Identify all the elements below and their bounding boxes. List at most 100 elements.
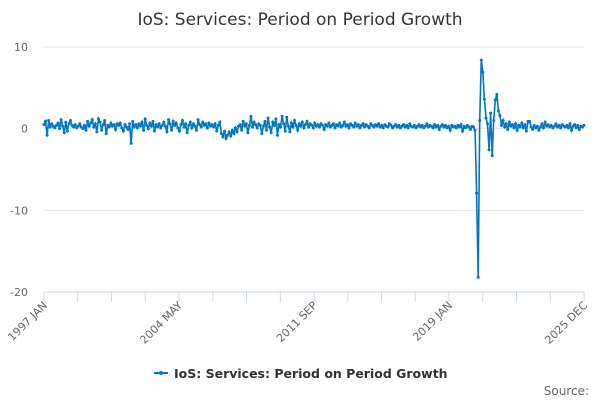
data-point[interactable] [53, 126, 57, 130]
data-point[interactable] [179, 123, 183, 127]
data-point[interactable] [148, 121, 152, 125]
data-point[interactable] [216, 123, 220, 127]
data-point[interactable] [524, 129, 528, 133]
data-point[interactable] [358, 126, 362, 130]
data-point[interactable] [212, 125, 216, 129]
data-point[interactable] [289, 121, 293, 125]
data-point[interactable] [151, 119, 155, 123]
data-point[interactable] [433, 123, 437, 127]
data-point[interactable] [397, 123, 401, 127]
data-point[interactable] [177, 129, 181, 133]
data-point[interactable] [157, 122, 161, 126]
data-point[interactable] [443, 123, 447, 127]
data-point[interactable] [542, 126, 546, 130]
data-point[interactable] [305, 119, 309, 123]
data-point[interactable] [425, 122, 429, 126]
data-point[interactable] [132, 125, 136, 129]
data-point[interactable] [163, 124, 167, 128]
data-point[interactable] [386, 125, 390, 129]
data-point[interactable] [275, 133, 279, 137]
data-point[interactable] [218, 120, 222, 124]
data-point[interactable] [484, 116, 488, 120]
data-point[interactable] [576, 123, 580, 127]
data-point[interactable] [566, 126, 570, 130]
data-point[interactable] [143, 117, 147, 121]
data-point[interactable] [201, 120, 205, 124]
data-point[interactable] [100, 128, 104, 132]
data-point[interactable] [98, 120, 102, 124]
data-point[interactable] [86, 119, 90, 123]
data-point[interactable] [195, 128, 199, 132]
data-point[interactable] [406, 126, 410, 130]
data-point[interactable] [266, 116, 270, 120]
data-point[interactable] [331, 122, 335, 126]
data-point[interactable] [137, 122, 141, 126]
data-point[interactable] [233, 126, 237, 130]
data-point[interactable] [313, 121, 317, 125]
data-point[interactable] [317, 125, 321, 129]
data-point[interactable] [286, 124, 290, 128]
data-point[interactable] [135, 126, 139, 130]
data-point[interactable] [181, 119, 185, 122]
data-point[interactable] [121, 129, 125, 133]
data-point[interactable] [149, 124, 153, 128]
data-point[interactable] [476, 275, 480, 279]
data-point[interactable] [341, 123, 345, 127]
data-point[interactable] [68, 119, 72, 122]
data-point[interactable] [84, 128, 88, 132]
data-point[interactable] [333, 126, 337, 130]
data-point[interactable] [408, 122, 412, 126]
data-point[interactable] [531, 127, 535, 131]
data-point[interactable] [405, 123, 409, 127]
data-point[interactable] [279, 125, 283, 129]
data-point[interactable] [265, 128, 269, 132]
data-point[interactable] [162, 120, 166, 124]
data-point[interactable] [506, 127, 510, 131]
data-point[interactable] [436, 123, 440, 127]
data-point[interactable] [227, 130, 231, 134]
data-point[interactable] [361, 122, 365, 126]
data-point[interactable] [302, 126, 306, 130]
data-point[interactable] [42, 123, 46, 127]
data-point[interactable] [128, 122, 132, 126]
data-point[interactable] [226, 133, 230, 137]
data-point[interactable] [565, 123, 569, 127]
data-point[interactable] [458, 125, 462, 129]
data-point[interactable] [557, 123, 561, 127]
data-point[interactable] [188, 120, 192, 124]
data-point[interactable] [367, 126, 371, 130]
data-point[interactable] [190, 126, 194, 130]
data-point[interactable] [159, 126, 163, 130]
data-point[interactable] [285, 115, 289, 119]
data-point[interactable] [546, 123, 550, 127]
data-point[interactable] [447, 124, 451, 128]
data-point[interactable] [537, 128, 541, 132]
data-point[interactable] [229, 134, 233, 138]
data-point[interactable] [182, 125, 186, 129]
data-point[interactable] [89, 121, 93, 125]
data-point[interactable] [283, 129, 287, 133]
data-point[interactable] [381, 126, 385, 130]
data-point[interactable] [303, 123, 307, 127]
data-point[interactable] [62, 131, 66, 135]
data-point[interactable] [448, 128, 452, 132]
data-point[interactable] [241, 119, 245, 123]
data-point[interactable] [288, 130, 292, 134]
data-point[interactable] [495, 92, 499, 96]
data-point[interactable] [514, 122, 518, 126]
data-point[interactable] [47, 119, 51, 122]
data-point[interactable] [375, 124, 379, 128]
data-point[interactable] [126, 127, 130, 131]
data-point[interactable] [174, 121, 178, 125]
data-point[interactable] [131, 119, 135, 123]
data-point[interactable] [299, 124, 303, 128]
data-point[interactable] [501, 119, 505, 122]
data-point[interactable] [353, 121, 357, 125]
data-point[interactable] [65, 129, 69, 133]
data-point[interactable] [574, 126, 578, 130]
data-point[interactable] [552, 124, 556, 128]
data-point[interactable] [196, 118, 200, 122]
legend[interactable]: IoS: Services: Period on Period Growth [154, 366, 448, 381]
data-point[interactable] [120, 126, 124, 130]
data-point[interactable] [479, 58, 483, 62]
